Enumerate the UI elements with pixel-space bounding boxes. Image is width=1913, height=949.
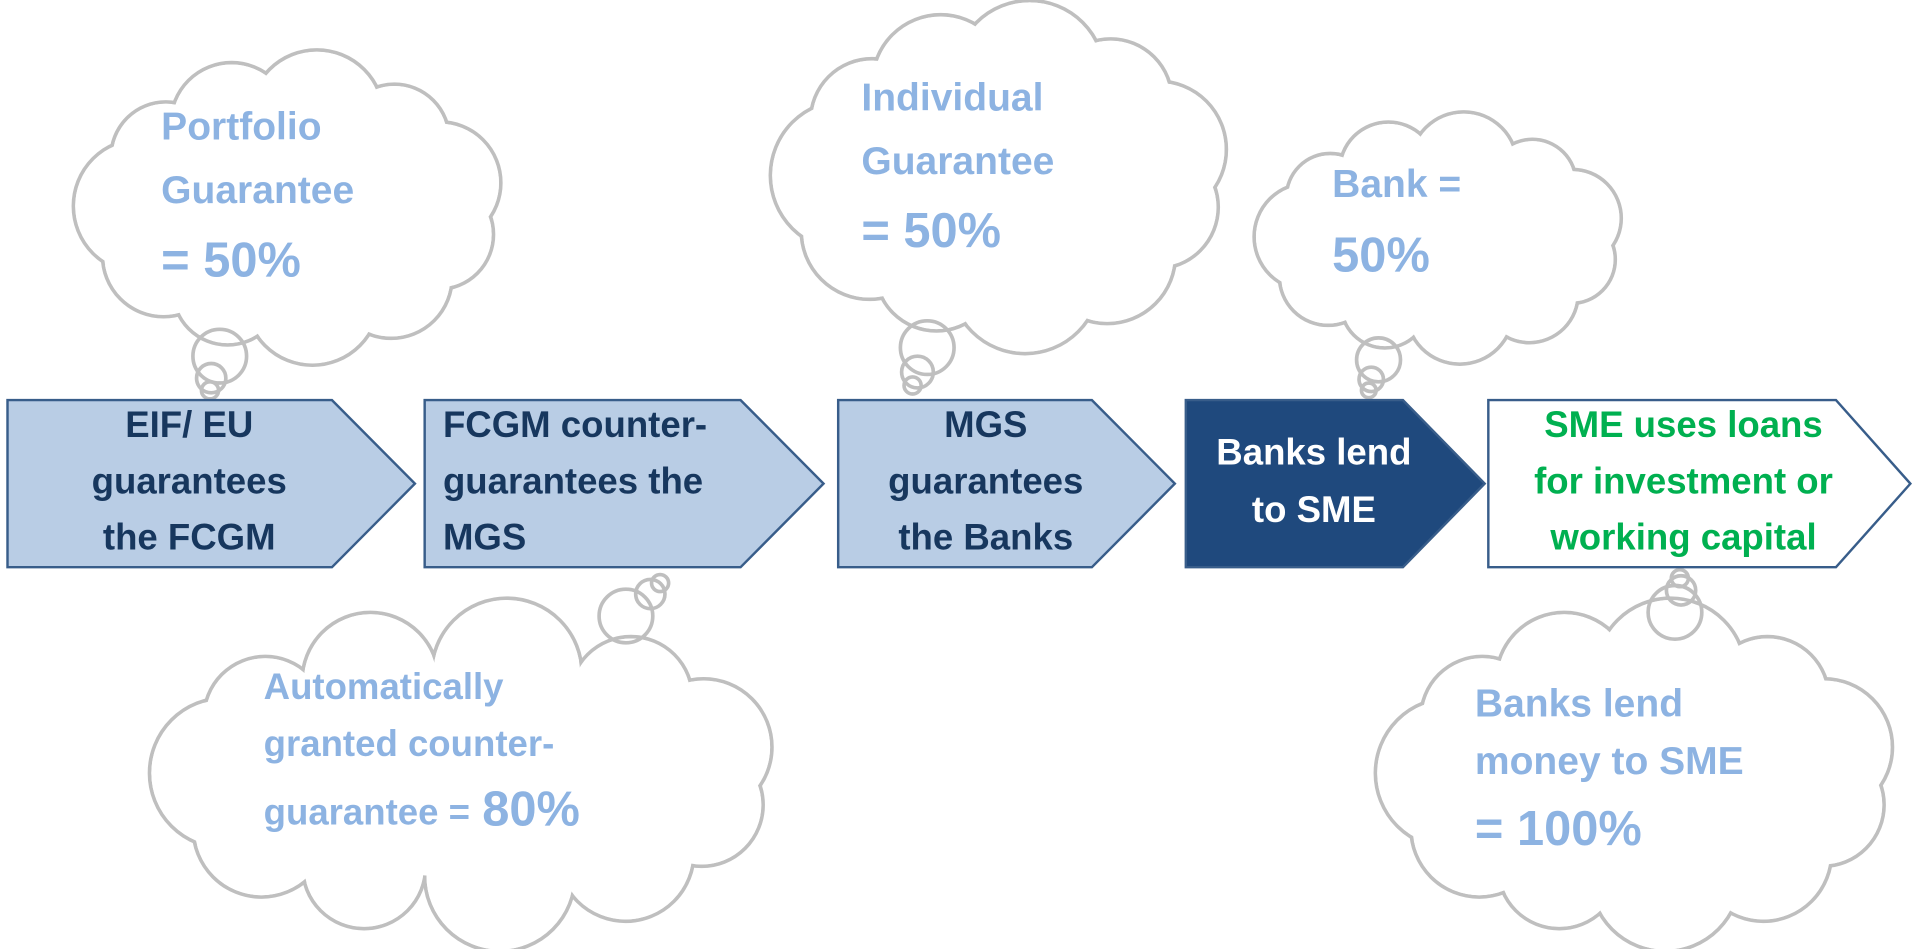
thought-bubble — [1664, 573, 1698, 607]
cloud: Individual Guarantee = 50% — [768, 0, 1229, 396]
cloud-text: Individual — [861, 76, 1043, 119]
step-label: the FCGM — [103, 516, 276, 557]
chevron — [1487, 398, 1913, 569]
cloud-text: guarantee = — [264, 791, 470, 832]
chevron — [1184, 398, 1487, 569]
cloud-fill — [224, 672, 713, 878]
thought-bubble — [633, 577, 667, 611]
cloud-text: Guarantee — [161, 169, 354, 212]
cloud-value: 80% — [482, 782, 580, 836]
chevron — [423, 398, 826, 569]
thought-bubble — [194, 361, 228, 395]
step-label: guarantees — [888, 460, 1083, 501]
cloud-fill — [1307, 164, 1578, 312]
thought-bubble — [898, 318, 956, 377]
step-label: the Banks — [898, 516, 1073, 557]
cloud-text: Bank = — [1332, 163, 1461, 206]
cloud-fill — [845, 74, 1164, 280]
thought-bubble — [902, 375, 923, 396]
step-label: MGS — [443, 516, 526, 557]
cloud: Bank = 50% — [1252, 110, 1624, 400]
thought-bubble — [597, 587, 655, 645]
step-label: FCGM counter- — [443, 404, 707, 445]
thought-bubble — [1359, 381, 1378, 400]
cloud: Automatically granted counter-guarantee =… — [147, 572, 774, 949]
step-label: Banks lend — [1216, 432, 1411, 473]
step-label: SME uses loans — [1544, 404, 1823, 445]
cloud-text: Automatically — [264, 666, 505, 707]
cloud-text: Banks lend — [1475, 683, 1683, 726]
cloud: Portfolio Guarantee = 50% — [71, 48, 503, 401]
cloud-value: = 50% — [161, 233, 301, 287]
cloud-value: 50% — [1332, 228, 1430, 282]
step-label: guarantees — [92, 460, 287, 501]
step-label: MGS — [944, 404, 1027, 445]
cloud-value: = 100% — [1475, 802, 1642, 856]
thought-bubble — [899, 354, 936, 390]
step-label: guarantees the — [443, 460, 703, 501]
cloud-text: granted counter- — [264, 723, 555, 764]
cloud-text: money to SME — [1475, 740, 1744, 783]
step-label: EIF/ EU — [125, 404, 253, 445]
step-label: to SME — [1252, 489, 1376, 530]
thought-bubble — [649, 572, 671, 594]
thought-bubble — [1357, 365, 1386, 394]
thought-bubble — [1669, 567, 1691, 589]
cloud-value: = 50% — [861, 204, 1001, 258]
cloud-text: Portfolio — [161, 106, 321, 149]
cloud-text: Guarantee — [861, 140, 1054, 183]
chevron — [836, 398, 1177, 569]
thought-bubble — [191, 327, 249, 385]
step-label: for investment or — [1534, 460, 1833, 501]
cloud-fill — [140, 115, 446, 299]
cloud: Banks lend money to SME = 100% — [1373, 567, 1895, 949]
chevron — [6, 398, 417, 569]
step-label: working capital — [1549, 516, 1816, 557]
thought-bubble — [1354, 336, 1403, 384]
cloud-fill — [1450, 672, 1832, 878]
